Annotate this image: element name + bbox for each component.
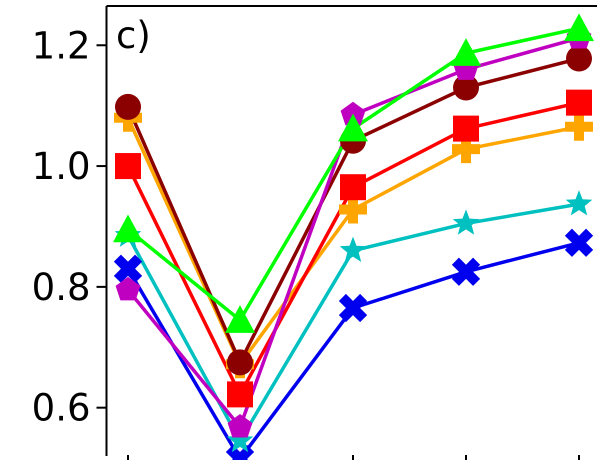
data-point-square	[566, 89, 592, 116]
data-point-square	[227, 381, 253, 408]
data-point-triangle	[113, 214, 143, 243]
data-point-triangle	[451, 38, 481, 66]
data-point-circle	[566, 45, 592, 72]
data-point-pentagon	[340, 101, 366, 126]
data-point-square	[340, 174, 366, 201]
y-ticks: 0.6 0.8 1.0 1.2	[32, 24, 107, 430]
series-line-0	[126, 241, 580, 460]
axes	[105, 5, 597, 456]
panel-label: c)	[116, 14, 151, 57]
series-markers	[113, 13, 594, 460]
x-ticks	[127, 455, 580, 460]
data-point-x-cross	[564, 228, 594, 257]
data-point-plus	[339, 195, 367, 224]
data-point-x-cross	[225, 444, 255, 460]
y-tick-label: 1.0	[32, 145, 91, 188]
data-point-triangle	[225, 305, 255, 333]
data-point-star	[226, 426, 254, 453]
data-point-pentagon	[115, 276, 141, 301]
data-point-square	[115, 153, 141, 180]
data-point-circle	[453, 74, 479, 101]
data-point-circle	[115, 93, 141, 120]
y-tick-label: 1.2	[32, 24, 91, 67]
y-tick-label: 0.6	[32, 387, 91, 430]
data-point-pentagon	[227, 414, 253, 438]
data-point-plus	[452, 135, 480, 164]
y-tick-label: 0.8	[32, 266, 91, 309]
data-point-x-cross	[451, 257, 481, 286]
data-point-star	[339, 236, 367, 262]
data-point-star	[565, 190, 593, 216]
data-point-plus	[565, 112, 593, 141]
data-point-circle	[227, 349, 253, 376]
data-point-star	[452, 209, 480, 235]
data-point-triangle	[564, 13, 594, 42]
series-line-5	[126, 36, 580, 431]
data-point-x-cross	[338, 293, 368, 323]
data-point-square	[453, 115, 479, 142]
data-point-x-cross	[113, 254, 143, 283]
data-point-triangle	[338, 113, 368, 142]
